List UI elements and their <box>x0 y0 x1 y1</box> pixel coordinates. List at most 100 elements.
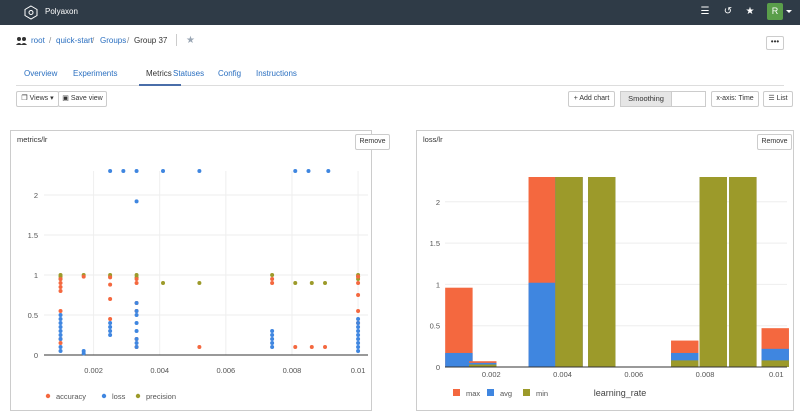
legend-label-min: min <box>536 389 548 398</box>
views-dropdown-button[interactable]: ❐ Views ▾ <box>16 91 59 107</box>
chart-title: metrics/lr <box>17 135 48 144</box>
save-icon: ▣ <box>62 95 69 102</box>
scatter-point-loss <box>58 313 63 317</box>
scatter-point-loss <box>270 337 275 341</box>
bar-avg <box>528 282 556 367</box>
scatter-point-accuracy <box>58 285 63 289</box>
scatter-point-accuracy <box>323 345 328 349</box>
active-tab-indicator <box>139 84 181 86</box>
scatter-chart: 0.002 0.004 0.006 0.008 0.01 0 0.5 1 1.5 2 accurac… <box>28 169 368 401</box>
xaxis-selector-button[interactable]: x-axis: Time <box>711 91 759 107</box>
scatter-point-precision <box>197 281 202 285</box>
star-icon[interactable]: ★ <box>745 6 755 17</box>
scatter-point-loss <box>356 321 361 325</box>
scatter-point-precision <box>270 273 275 277</box>
scatter-point-accuracy <box>356 274 361 279</box>
scatter-point-accuracy <box>309 345 314 349</box>
scatter-point-loss <box>356 349 361 353</box>
smoothing-input[interactable] <box>671 91 706 107</box>
x-tick-label: 0.004 <box>553 370 572 379</box>
scatter-point-loss <box>356 317 361 321</box>
scatter-point-loss <box>356 333 361 337</box>
scatter-point-loss <box>134 169 139 173</box>
scatter-point-accuracy <box>356 309 361 313</box>
legend-label-precision: precision <box>146 392 176 401</box>
scatter-point-loss <box>134 301 139 305</box>
avatar[interactable]: R <box>767 3 783 20</box>
tab-metrics[interactable]: Metrics <box>146 69 172 78</box>
bar-min <box>588 177 616 367</box>
tab-instructions[interactable]: Instructions <box>256 69 297 78</box>
tab-config[interactable]: Config <box>218 69 242 78</box>
chart-panel-loss-lr: loss/lr Remove 0 0.5 1 1.5 2 0.002 0.004 0.006 0… <box>416 130 794 411</box>
scatter-point-loss <box>356 325 361 329</box>
scatter-point-accuracy <box>356 293 361 297</box>
breadcrumb-groups[interactable]: Groups <box>100 36 127 45</box>
tab-overview[interactable]: Overview <box>24 69 58 78</box>
scatter-point-accuracy <box>108 297 113 301</box>
scatter-point-accuracy <box>58 277 63 281</box>
more-options-button[interactable]: ••• <box>766 36 784 50</box>
scatter-point-accuracy <box>197 345 202 349</box>
tab-bar: Overview Experiments Metrics Statuses Co… <box>16 61 784 86</box>
brand-name[interactable]: Polyaxon <box>45 7 78 16</box>
smoothing-label: Smoothing <box>620 91 672 107</box>
bar-min <box>671 360 699 367</box>
scatter-point-loss <box>58 333 63 337</box>
scatter-point-loss <box>58 317 63 321</box>
scatter-point-loss <box>108 325 113 329</box>
scatter-point-loss <box>58 349 63 353</box>
scatter-point-loss <box>326 169 331 173</box>
scatter-point-loss <box>121 169 126 173</box>
save-view-button[interactable]: ▣ Save view <box>58 91 107 107</box>
menu-icon[interactable]: ☰ <box>700 6 710 17</box>
list-view-button[interactable]: ☰ List <box>763 91 793 107</box>
scatter-point-precision <box>161 281 166 285</box>
scatter-point-loss <box>108 329 113 333</box>
tab-experiments[interactable]: Experiments <box>73 69 118 78</box>
breadcrumb-project[interactable]: quick-start <box>56 36 93 45</box>
scatter-point-accuracy <box>270 281 275 285</box>
breadcrumb-separator: / <box>92 36 95 45</box>
bar-avg <box>445 352 473 367</box>
history-icon[interactable]: ↺ <box>723 6 733 17</box>
legend-swatch-max <box>453 389 460 396</box>
add-chart-button[interactable]: + Add chart <box>568 91 615 107</box>
scatter-point-loss <box>58 337 63 341</box>
bookmark-star-icon[interactable]: ★ <box>186 35 195 46</box>
chevron-down-icon[interactable] <box>786 10 792 13</box>
y-tick-label: 1.5 <box>28 231 38 240</box>
tab-statuses[interactable]: Statuses <box>173 69 205 78</box>
x-tick-label: 0.008 <box>696 370 715 379</box>
scatter-point-loss <box>293 169 298 173</box>
remove-chart-button[interactable]: Remove <box>757 134 792 150</box>
x-tick-label: 0.002 <box>84 366 103 375</box>
polyaxon-logo-icon[interactable] <box>23 5 39 20</box>
breadcrumb-separator: / <box>127 36 130 45</box>
scatter-point-loss <box>134 199 139 204</box>
scatter-point-loss <box>58 345 63 349</box>
save-view-label: Save view <box>70 95 103 102</box>
x-tick-label: 0.01 <box>769 370 784 379</box>
scatter-point-loss <box>134 337 139 341</box>
scatter-point-loss <box>197 169 202 173</box>
chart-title: loss/lr <box>423 135 443 144</box>
scatter-point-precision <box>293 281 298 285</box>
scatter-point-accuracy <box>108 282 113 287</box>
x-axis-title: learning_rate <box>594 388 647 398</box>
plus-icon: + <box>573 95 578 102</box>
scatter-point-loss <box>356 337 361 341</box>
scatter-point-accuracy <box>58 341 63 345</box>
scatter-point-loss <box>270 329 275 333</box>
y-tick-label: 1 <box>436 280 440 289</box>
scatter-point-accuracy <box>293 345 298 349</box>
scatter-point-accuracy <box>356 281 361 285</box>
remove-chart-button[interactable]: Remove <box>355 134 390 150</box>
scatter-point-loss <box>356 341 361 345</box>
breadcrumb-root[interactable]: root <box>31 36 45 45</box>
y-tick-label: 0 <box>436 363 440 372</box>
legend-label-avg: avg <box>500 389 512 398</box>
scatter-point-accuracy <box>108 275 113 280</box>
scatter-point-loss <box>58 325 63 329</box>
y-tick-label: 0.5 <box>430 322 440 331</box>
